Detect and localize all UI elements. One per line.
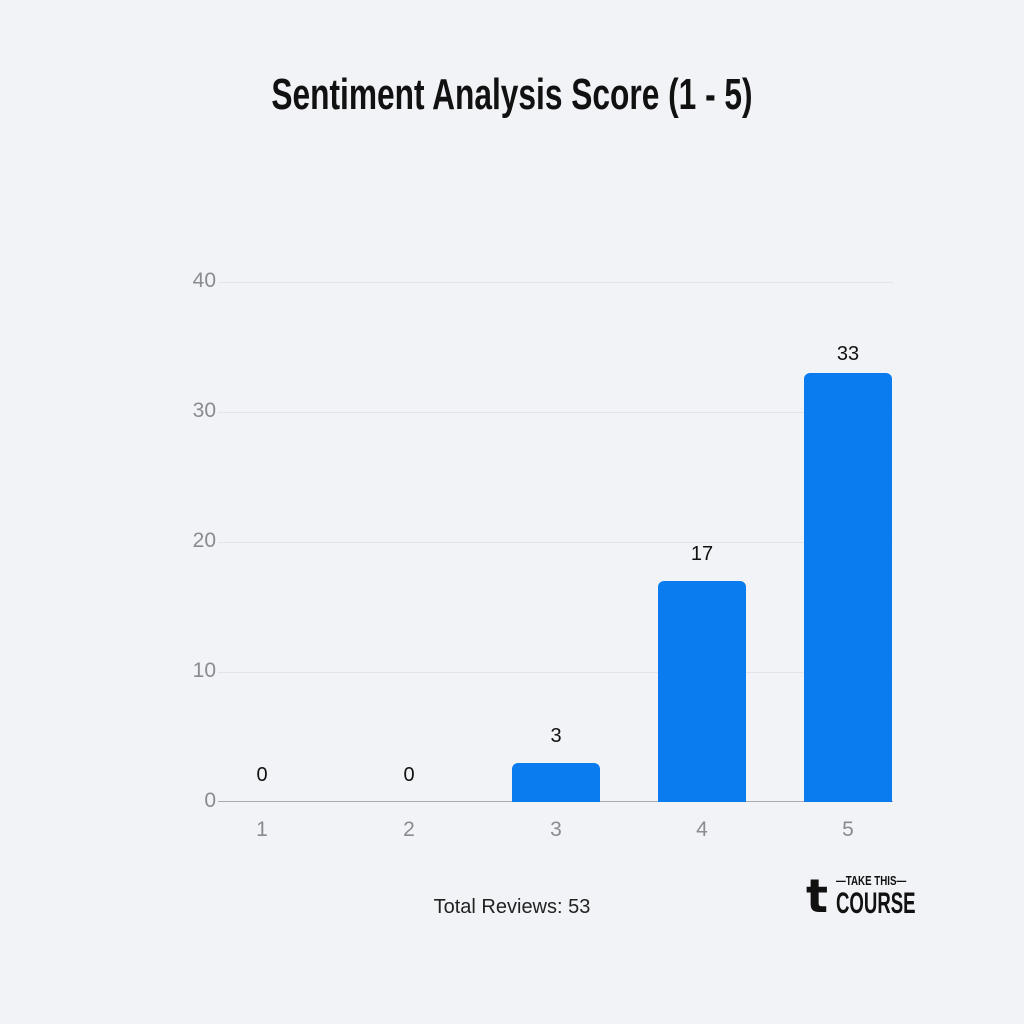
bar-value-label: 0 [403,764,415,786]
bar-score-3 [512,763,600,802]
x-tick-label: 4 [696,818,708,841]
x-tick-label: 5 [842,818,854,841]
x-tick-label: 1 [256,818,268,841]
bar-value-label: 17 [690,543,714,565]
take-this-course-logo: t —TAKE THIS— COURSE [806,870,964,922]
y-tick-label: 0 [204,789,216,812]
gridline-40 [218,282,893,283]
y-tick-label: 20 [192,529,216,552]
logo-t-icon: t [806,869,828,923]
total-reviews-label: Total Reviews: 53 [433,896,591,918]
y-tick-label: 40 [192,269,216,292]
gridline-10 [218,672,893,673]
x-tick-label: 3 [550,818,562,841]
gridline-20 [218,542,893,543]
gridline-30 [218,412,893,413]
bar-value-label: 33 [836,343,860,365]
plot-area: 40 30 20 10 0 0 0 3 17 33 1 2 3 4 5 [193,269,893,841]
bar-score-4 [658,581,746,802]
logo-line1: —TAKE THIS— [836,872,907,888]
logo-line2: COURSE [836,886,916,920]
chart-title: Sentiment Analysis Score (1 - 5) [271,70,753,119]
y-tick-label: 10 [192,659,216,682]
x-tick-label: 2 [403,818,415,841]
bar-score-5 [804,373,892,802]
y-tick-label: 30 [192,399,216,422]
bar-value-label: 0 [256,764,268,786]
bar-value-label: 3 [550,725,562,747]
